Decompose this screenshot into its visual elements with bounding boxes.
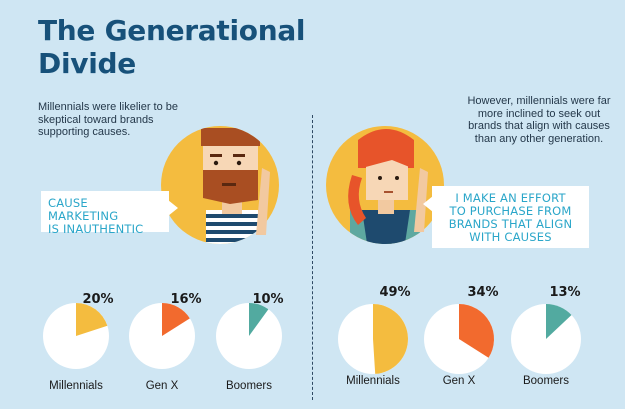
pie-1-1-slice (459, 304, 494, 358)
pie-1-2-category-label: Boomers (523, 375, 569, 387)
right-description: However, millennials were far more incli… (467, 95, 611, 145)
right-quote-line-2: TO PURCHASE FROM (449, 204, 572, 218)
title-line-2: Divide (38, 47, 136, 80)
left-quote-bubble: CAUSE MARKETING IS INAUTHENTIC (41, 191, 169, 236)
pie-0-0-slice (76, 303, 108, 336)
pie-0-0-value-label: 20% (82, 292, 113, 307)
pie-1-0-value-label: 49% (379, 285, 410, 300)
right-quote-bubble: I MAKE AN EFFORT TO PURCHASE FROM BRANDS… (432, 186, 589, 248)
pie-0-1-category-label: Gen X (146, 380, 179, 392)
page-title: The Generational Divide (38, 14, 338, 80)
right-quote-line-3: BRANDS THAT ALIGN (448, 217, 573, 231)
pie-0-1-value-label: 16% (170, 292, 201, 307)
pie-1-0-category-label: Millennials (346, 375, 400, 387)
left-description: Millennials were likelier to be skeptica… (38, 101, 179, 138)
pie-1-0-slice (373, 304, 408, 374)
center-divider (312, 115, 313, 400)
pie-1-1-category-label: Gen X (443, 375, 476, 387)
left-bubble-tail (168, 200, 178, 216)
pie-0-2-slice (249, 303, 269, 336)
pie-0-2-value-label: 10% (252, 292, 283, 307)
pie-0-1-slice (162, 303, 190, 336)
pie-1-2-slice (546, 304, 572, 339)
pie-1-2-value-label: 13% (549, 285, 580, 300)
right-quote-line-4: WITH CAUSES (469, 230, 552, 244)
left-quote-line-1: CAUSE MARKETING (48, 196, 119, 223)
pie-0-2-category-label: Boomers (226, 380, 272, 392)
pie-1-1-value-label: 34% (467, 285, 498, 300)
right-quote-line-1: I MAKE AN EFFORT (455, 191, 566, 205)
pie-0-0-category-label: Millennials (49, 380, 103, 392)
left-quote-line-2: IS INAUTHENTIC (48, 222, 144, 236)
right-bubble-tail (423, 196, 433, 212)
title-line-1: The Generational (38, 14, 306, 47)
